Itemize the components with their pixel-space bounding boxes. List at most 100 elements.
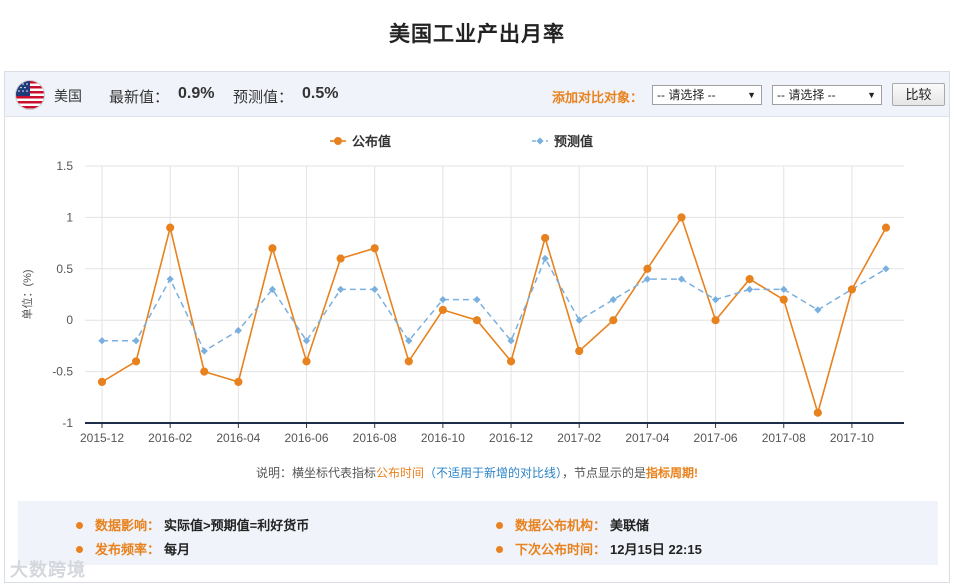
note-middle: ，节点显示的是 [562,466,647,480]
actual-point-top [268,244,277,253]
x-tick-label: 2016-06 [284,431,328,445]
forecast-point [746,285,754,293]
dropdown-arrow-icon: ▼ [867,90,876,100]
compare-select-1-value: -- 请选择 -- [657,88,716,102]
forecast-point [166,275,174,283]
forecast-point [371,285,379,293]
chart-note: 说明：横坐标代表指标公布时间（不适用于新增的对比线），节点显示的是指标周期! [5,464,949,481]
forecast-point [405,337,413,345]
y-tick-label: 1 [66,210,73,224]
forecast-point [814,306,822,314]
footer-frequency: 发布频率： 每月 [76,539,190,558]
forecast-point [507,337,515,345]
y-axis-label: 单位：(%) [20,269,34,319]
actual-point-top [575,347,584,356]
forecast-point [711,296,720,304]
x-tick-label: 2016-04 [216,431,260,445]
bullet-dot-icon [496,546,503,554]
bullet-dot-icon [76,546,83,554]
forecast-point [677,275,686,283]
forecast-point [882,265,890,273]
actual-point-top [404,357,413,366]
add-compare-label: 添加对比对象： [552,90,644,105]
forecast-point [643,275,651,283]
note-publish-time: 公布时间 [375,466,424,480]
actual-point-top [166,223,175,232]
y-tick-label: -0.5 [52,365,73,379]
x-tick-label: 2016-10 [421,431,465,445]
actual-point-top [438,305,447,314]
actual-point-top [200,367,209,376]
actual-point-top [779,295,788,304]
organization-label: 数据公布机构： [515,518,607,533]
x-tick-label: 2017-10 [830,431,874,445]
actual-point-top [609,316,618,325]
forecast-point [132,337,140,345]
line-chart: 1.5 1 0.5 0 -0.5 -1 2015-12 2016-02 2016-04 2016-… [20,134,904,445]
forecast-point [200,347,208,355]
compare-select-1[interactable]: -- 请选择 -- ▼ [652,85,762,105]
note-prefix: 说明：横坐标代表指标 [255,466,376,480]
x-tick-label: 2016-12 [489,431,533,445]
footer-next-release: 下次公布时间： 12月15日 22:15 [496,539,702,558]
forecast-point [780,285,788,293]
actual-point-top [541,233,550,242]
compare-button[interactable]: 比较 [892,83,945,106]
impact-label: 数据影响： [95,518,161,533]
actual-point-top [234,377,243,386]
forecast-point [473,296,481,304]
legend-label-actual: 公布值 [352,134,391,149]
bullet-dot-icon [496,522,503,530]
actual-point-top [882,223,890,232]
page-title: 美国工业产出月率 [389,23,565,46]
x-tick-label: 2017-06 [694,431,738,445]
chart-panel: 美国 最新值： 0.9% 预测值： 0.5% 添加对比对象： -- 请选择 --… [4,71,950,583]
actual-point-top [711,316,720,325]
forecast-point [575,316,583,324]
forecast-point [234,326,242,335]
legend-label-forecast: 预测值 [554,134,593,149]
x-tick-label: 2016-08 [353,431,397,445]
y-tick-label: 0 [66,313,73,327]
actual-point-top [507,357,516,366]
y-tick-label: -1 [62,416,73,430]
footer-organization: 数据公布机构： 美联储 [496,515,649,534]
forecast-point [98,337,106,345]
x-tick-label: 2015-12 [80,431,124,445]
forecast-point [337,285,345,293]
actual-point-top [677,213,686,222]
compare-select-2[interactable]: -- 请选择 -- ▼ [772,85,882,105]
y-tick-label: 0.5 [56,262,73,276]
latest-value-label: 最新值： [109,89,170,106]
watermark: 大数跨境 [10,560,86,580]
actual-point-top [336,254,345,263]
actual-point-top [370,244,379,253]
country-name: 美国 [54,88,82,104]
forecast-value-label: 预测值： [233,89,294,106]
series-line-forecast [102,256,887,353]
y-tick-label: 1.5 [56,159,73,173]
impact-value: 实际值>预期值=利好货币 [164,518,310,533]
next-release-value: 12月15日 22:15 [610,542,702,557]
actual-point-top [643,264,652,273]
organization-value: 美联储 [610,518,650,533]
forecast-point [302,337,311,345]
series-line-actual [101,215,887,416]
x-tick-label: 2017-02 [557,431,601,445]
forecast-point [439,296,447,304]
actual-point-top [302,357,311,366]
actual-point-top [472,316,481,325]
compare-select-2-value: -- 请选择 -- [777,88,836,102]
bullet-dot-icon [76,522,83,530]
actual-point-top [132,357,141,366]
info-bar: 美国 最新值： 0.9% 预测值： 0.5% 添加对比对象： -- 请选择 --… [5,72,949,117]
note-paren: （不适用于新增的对比线） [423,466,562,480]
latest-value: 0.9% [178,85,215,102]
frequency-value: 每月 [164,542,191,557]
actual-point-top [813,408,822,417]
legend-marker [334,137,342,145]
forecast-point [609,296,617,304]
x-tick-label: 2017-04 [625,431,669,445]
forecast-point [541,254,549,263]
actual-point-top [847,285,856,294]
